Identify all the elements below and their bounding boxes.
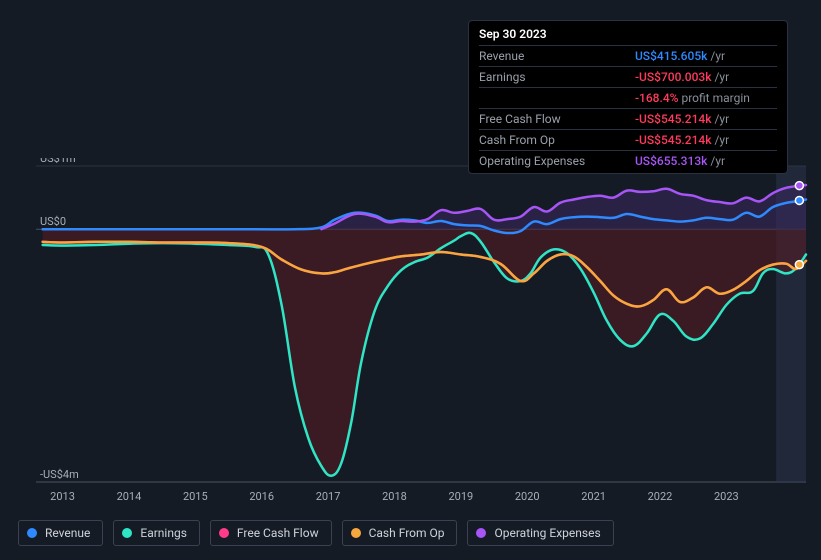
legend-item[interactable]: Cash From Op xyxy=(342,520,458,546)
tooltip-row: Cash From Op-US$545.214k/yr xyxy=(479,130,777,151)
x-tick-label: 2017 xyxy=(316,490,341,503)
x-tick-label: 2019 xyxy=(448,490,473,503)
legend-dot-icon xyxy=(351,528,361,538)
legend-label: Revenue xyxy=(45,526,90,540)
tooltip-table: RevenueUS$415.605k/yrEarnings-US$700.003… xyxy=(479,45,777,171)
x-tick-label: 2022 xyxy=(648,490,673,503)
x-tick-label: 2014 xyxy=(117,490,142,503)
x-tick-label: 2020 xyxy=(515,490,540,503)
cursor-dot-revenue xyxy=(795,196,803,204)
legend-label: Free Cash Flow xyxy=(237,526,319,540)
tooltip-row-label: Free Cash Flow xyxy=(479,109,635,130)
tooltip-row-label xyxy=(479,88,635,109)
x-tick-label: 2021 xyxy=(581,490,606,503)
x-tick-label: 2023 xyxy=(714,490,739,503)
legend-item[interactable]: Operating Expenses xyxy=(467,520,613,546)
tooltip-row: Free Cash Flow-US$545.214k/yr xyxy=(479,109,777,130)
legend-dot-icon xyxy=(476,528,486,538)
legend: Revenue Earnings Free Cash Flow Cash From O… xyxy=(18,520,614,546)
y-tick-label: US$0 xyxy=(40,215,66,228)
x-tick-label: 2015 xyxy=(183,490,208,503)
tooltip-row-value: US$655.313k/yr xyxy=(635,151,777,172)
legend-label: Cash From Op xyxy=(369,526,445,540)
legend-label: Operating Expenses xyxy=(494,526,600,540)
tooltip-row-label: Earnings xyxy=(479,67,635,88)
tooltip-row: Earnings-US$700.003k/yr xyxy=(479,67,777,88)
tooltip-row: Operating ExpensesUS$655.313k/yr xyxy=(479,151,777,172)
legend-item[interactable]: Free Cash Flow xyxy=(210,520,332,546)
legend-dot-icon xyxy=(122,528,132,538)
y-tick-label: -US$4m xyxy=(40,468,79,481)
x-tick-label: 2016 xyxy=(249,490,274,503)
tooltip-row-label: Revenue xyxy=(479,46,635,67)
y-tick-label: US$1m xyxy=(40,158,76,165)
legend-label: Earnings xyxy=(140,526,187,540)
chart[interactable]: US$1m US$0 -US$4m 2013 2014 2015 2016 2017 2018 2… xyxy=(18,158,810,510)
tooltip-row-label: Cash From Op xyxy=(479,130,635,151)
legend-dot-icon xyxy=(27,528,37,538)
tooltip-card: Sep 30 2023 RevenueUS$415.605k/yrEarnings… xyxy=(468,20,788,174)
series-fill-earn_fill xyxy=(43,229,806,476)
tooltip-row-value: -US$545.214k/yr xyxy=(635,109,777,130)
x-tick-label: 2013 xyxy=(50,490,75,503)
tooltip-row: RevenueUS$415.605k/yr xyxy=(479,46,777,67)
cursor-dot-cfo xyxy=(795,261,803,269)
legend-item[interactable]: Earnings xyxy=(113,520,200,546)
tooltip-date: Sep 30 2023 xyxy=(479,27,777,41)
tooltip-row: -168.4%profit margin xyxy=(479,88,777,109)
tooltip-row-value: US$415.605k/yr xyxy=(635,46,777,67)
legend-item[interactable]: Revenue xyxy=(18,520,103,546)
legend-dot-icon xyxy=(219,528,229,538)
tooltip-row-value: -US$545.214k/yr xyxy=(635,130,777,151)
tooltip-row-value: -US$700.003k/yr xyxy=(635,67,777,88)
tooltip-row-label: Operating Expenses xyxy=(479,151,635,172)
tooltip-row-value: -168.4%profit margin xyxy=(635,88,777,109)
x-tick-label: 2018 xyxy=(382,490,407,503)
cursor-dot-opex xyxy=(795,182,803,190)
